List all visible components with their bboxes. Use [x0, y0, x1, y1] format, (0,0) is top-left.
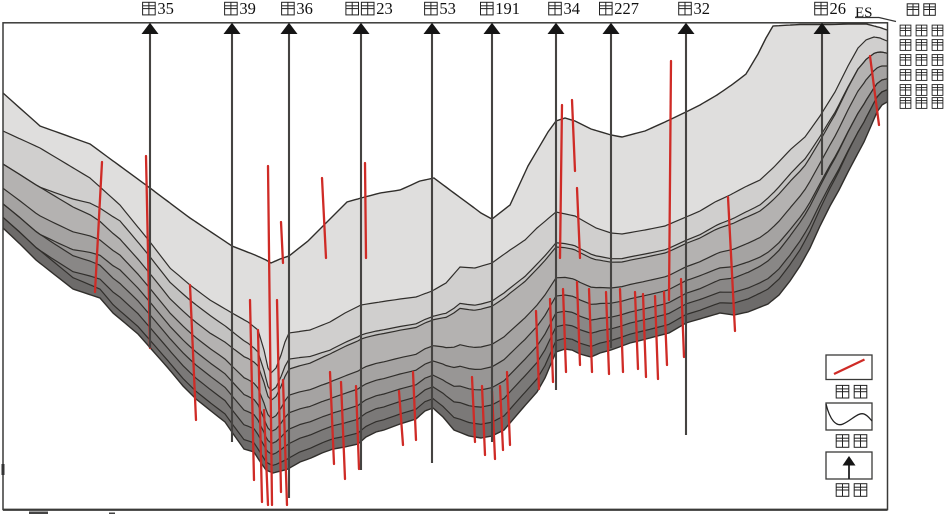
svg-text:32: 32 — [694, 0, 711, 18]
svg-text:39: 39 — [239, 0, 256, 18]
svg-text:26: 26 — [830, 0, 847, 18]
svg-text:36: 36 — [296, 0, 313, 18]
svg-text:34: 34 — [564, 0, 581, 18]
svg-text:35: 35 — [157, 0, 174, 18]
svg-text:191: 191 — [495, 0, 520, 18]
svg-text:ES: ES — [855, 5, 873, 21]
svg-text:53: 53 — [439, 0, 456, 18]
svg-text:23: 23 — [376, 0, 393, 18]
svg-text:227: 227 — [614, 0, 639, 18]
